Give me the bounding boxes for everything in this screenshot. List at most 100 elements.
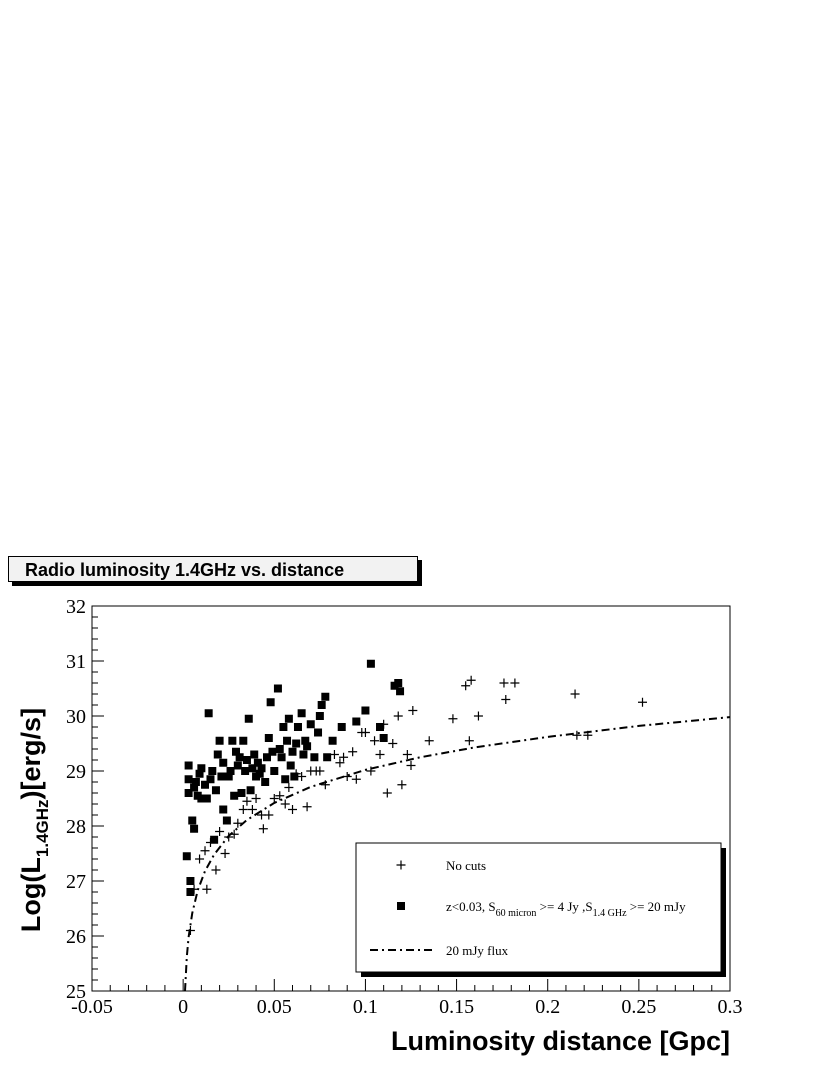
data-point-square xyxy=(266,698,275,707)
data-point-square xyxy=(268,747,277,756)
data-point-square xyxy=(211,786,220,795)
x-tick-label: 0.3 xyxy=(718,996,743,1018)
data-point-square xyxy=(213,750,222,759)
chart-title: Radio luminosity 1.4GHz vs. distance xyxy=(8,556,418,582)
x-tick-label: -0.05 xyxy=(71,996,113,1018)
data-point-square xyxy=(264,734,273,742)
data-point-square xyxy=(186,888,195,896)
data-point-square xyxy=(204,709,213,718)
y-axis-label: Log(L1.4GHz)[erg/s] xyxy=(16,708,52,932)
data-point-square xyxy=(201,780,210,789)
y-tick-label: 27 xyxy=(66,871,86,893)
legend-marker-plus xyxy=(396,860,406,870)
data-point-plus xyxy=(288,805,298,814)
data-point-plus xyxy=(461,681,471,691)
x-tick-label: 0.1 xyxy=(353,996,378,1018)
legend-label: No cuts xyxy=(446,858,486,873)
y-tick-label: 31 xyxy=(66,651,86,673)
data-point-square xyxy=(210,835,219,844)
data-point-square xyxy=(292,739,301,748)
x-tick-label: 0.05 xyxy=(257,996,292,1018)
legend-label-text: z<0.03, S xyxy=(446,899,496,914)
data-point-square xyxy=(219,758,228,767)
data-point-plus xyxy=(572,730,582,740)
data-point-plus xyxy=(258,824,268,834)
plot-frame xyxy=(91,605,731,992)
data-point-square xyxy=(361,706,370,715)
data-point-square xyxy=(283,736,292,745)
data-point-plus xyxy=(393,711,403,721)
data-point-square xyxy=(197,794,206,803)
data-point-plus xyxy=(408,706,418,715)
data-point-plus xyxy=(280,799,290,809)
data-point-square xyxy=(202,794,211,803)
data-point-plus xyxy=(382,788,392,798)
data-point-plus xyxy=(335,758,345,768)
y-tick-label: 25 xyxy=(66,981,86,1003)
data-point-square xyxy=(188,816,197,825)
y-tick-label: 26 xyxy=(66,926,86,948)
data-point-square xyxy=(275,745,284,753)
data-point-square xyxy=(284,714,293,723)
data-point-plus xyxy=(638,697,648,707)
data-point-square xyxy=(191,778,200,786)
data-point-square xyxy=(299,750,308,759)
y-tick-label: 32 xyxy=(66,596,86,618)
data-point-square xyxy=(306,720,315,729)
data-point-plus xyxy=(370,736,380,746)
data-point-square xyxy=(184,789,193,797)
data-point-square xyxy=(262,753,271,762)
data-point-square xyxy=(396,687,405,696)
data-point-plus xyxy=(238,805,248,814)
data-point-plus xyxy=(233,818,243,828)
data-point-square xyxy=(379,734,388,742)
y-tick-label: 30 xyxy=(66,706,86,728)
x-tick-label: 0 xyxy=(178,996,188,1018)
data-point-square xyxy=(321,692,330,701)
data-point-plus xyxy=(499,678,509,688)
data-point-square xyxy=(250,750,259,759)
data-point-square xyxy=(270,767,279,775)
data-point-square xyxy=(297,709,306,718)
data-point-plus xyxy=(501,695,511,704)
data-point-square xyxy=(222,816,231,825)
data-point-square xyxy=(186,877,195,885)
legend-box xyxy=(355,842,722,973)
data-point-square xyxy=(224,772,233,781)
data-point-square xyxy=(315,712,324,720)
data-point-square xyxy=(246,786,255,795)
data-point-plus xyxy=(342,772,352,781)
y-axis-label-tail: )[erg/s] xyxy=(16,708,46,800)
data-point-square xyxy=(281,775,290,784)
data-point-square xyxy=(184,761,193,770)
data-point-plus xyxy=(473,711,483,721)
legend-label-subscript: 1.4 GHz xyxy=(593,908,627,919)
data-point-plus xyxy=(388,739,398,748)
data-point-plus xyxy=(251,794,261,803)
data-point-square xyxy=(233,761,242,770)
data-point-square xyxy=(226,767,235,775)
data-point-square xyxy=(239,736,248,745)
data-point-square xyxy=(228,736,237,745)
legend-label-text: >= 20 mJy xyxy=(627,899,687,914)
data-point-square xyxy=(219,805,228,814)
data-point-plus xyxy=(220,849,230,858)
data-point-square xyxy=(310,753,319,762)
data-point-square xyxy=(206,775,215,784)
data-point-square xyxy=(328,736,337,745)
data-point-plus xyxy=(315,766,325,776)
data-point-plus xyxy=(406,761,416,770)
data-point-square xyxy=(277,753,286,762)
data-point-plus xyxy=(375,750,385,759)
data-point-plus xyxy=(269,794,279,803)
data-point-plus xyxy=(402,750,412,759)
data-point-square xyxy=(241,767,250,775)
data-point-plus xyxy=(464,736,474,746)
data-point-square xyxy=(261,778,270,786)
data-point-plus xyxy=(242,796,252,806)
data-point-plus xyxy=(424,736,434,746)
data-point-square xyxy=(190,783,199,792)
legend-label-text: >= 4 Jy ,S xyxy=(536,899,592,914)
data-point-plus xyxy=(275,791,285,801)
